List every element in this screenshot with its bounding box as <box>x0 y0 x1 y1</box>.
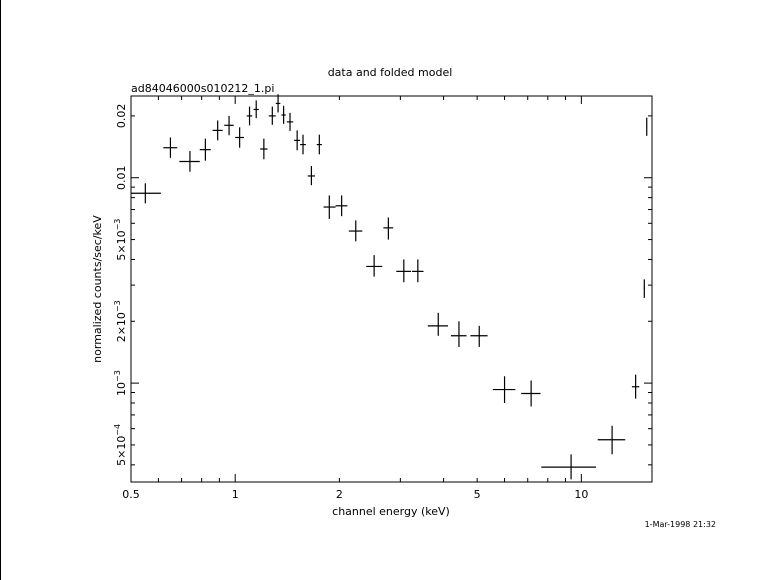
x-tick-label: 5 <box>474 488 481 501</box>
data-point <box>492 376 516 404</box>
y-axis-tick-labels: 5×10−4 10−3 2×10−3 5×10−3 0.01 0.02 <box>113 104 128 466</box>
x-axis-ticks <box>130 96 582 482</box>
data-points <box>131 94 648 480</box>
data-point <box>199 138 211 161</box>
x-tick-label: 0.5 <box>122 488 140 501</box>
x-tick-label: 1 <box>232 488 239 501</box>
y-tick-label: 2×10−3 <box>113 300 128 342</box>
data-point <box>316 134 322 155</box>
data-point <box>643 279 645 298</box>
y-tick-label: 5×10−4 <box>113 424 128 466</box>
data-point <box>541 454 597 480</box>
data-point <box>286 112 294 131</box>
data-point <box>307 166 315 186</box>
y-tick-label: 5×10−3 <box>113 219 128 261</box>
data-point <box>281 105 286 124</box>
data-point <box>224 115 234 136</box>
data-point <box>253 100 259 119</box>
data-point <box>212 120 223 141</box>
data-point <box>383 217 394 240</box>
x-axis-tick-labels: 0.5 1 2 5 10 <box>122 488 588 501</box>
data-point <box>275 94 281 113</box>
y-tick-label: 10−3 <box>113 370 128 396</box>
data-point <box>323 195 336 219</box>
data-point <box>163 137 178 158</box>
data-point <box>131 183 161 204</box>
y-axis-ticks <box>131 115 652 466</box>
data-point <box>411 259 424 283</box>
y-tick-label: 0.01 <box>115 165 128 190</box>
data-point <box>294 130 301 151</box>
data-point <box>597 425 626 455</box>
data-point <box>427 312 449 336</box>
x-axis-label: channel energy (keV) <box>332 505 450 518</box>
data-point <box>521 380 541 407</box>
data-point <box>260 138 268 160</box>
data-point <box>646 117 648 136</box>
chart-subtitle: ad84046000s010212_1.pi <box>131 82 274 95</box>
data-point <box>179 150 200 172</box>
chart-title: data and folded model <box>328 66 453 79</box>
data-point <box>470 325 488 347</box>
plot-frame <box>130 95 653 483</box>
data-point <box>335 195 348 217</box>
y-tick-label: 0.02 <box>115 104 128 128</box>
data-point <box>450 321 467 347</box>
footer-timestamp: 1-Mar-1998 21:32 <box>645 520 716 529</box>
data-point <box>246 106 253 126</box>
x-tick-label: 10 <box>574 488 588 501</box>
data-point <box>396 259 411 283</box>
y-axis-label: normalized counts/sec/keV <box>91 215 104 363</box>
data-point <box>366 255 383 277</box>
data-point <box>268 106 276 125</box>
data-point <box>300 134 306 155</box>
data-point <box>235 127 244 148</box>
x-tick-label: 2 <box>336 488 343 501</box>
data-point <box>348 220 363 242</box>
data-point <box>631 374 640 399</box>
